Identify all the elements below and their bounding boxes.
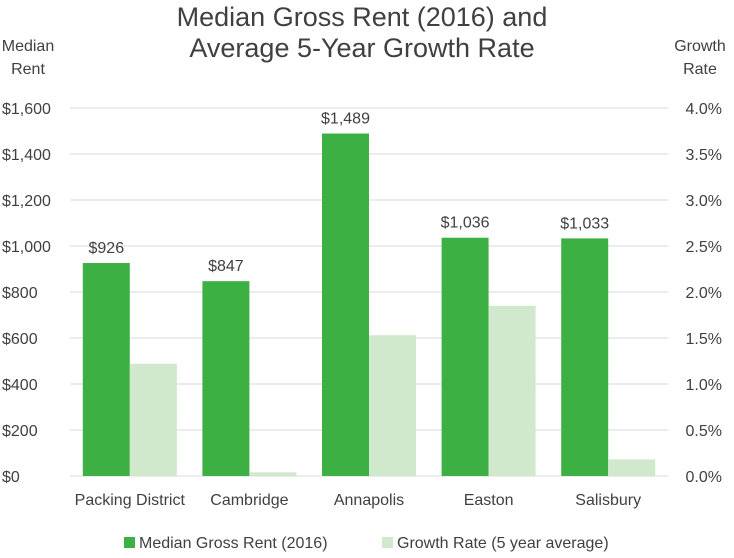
x-tick-label: Packing District [75, 492, 186, 509]
y-left-tick-label: $1,200 [2, 193, 51, 210]
y-right-tick-label: 2.5% [686, 239, 722, 256]
legend: Median Gross Rent (2016) Growth Rate (5 … [124, 535, 609, 552]
x-tick-label: Annapolis [334, 492, 404, 509]
y-right-tick-label: 4.0% [686, 101, 722, 118]
y-left-tick-label: $1,400 [2, 147, 51, 164]
data-label-rent: $1,036 [441, 215, 490, 232]
legend-swatch-growth [382, 537, 393, 548]
y-right-tick-label: 2.0% [686, 285, 722, 302]
chart-title-line-2: Average 5-Year Growth Rate [189, 33, 534, 63]
y-left-tick-label: $400 [2, 377, 38, 394]
data-label-rent: $926 [89, 240, 125, 257]
y-left-tick-label: $1,600 [2, 101, 51, 118]
chart-title-line-1: Median Gross Rent (2016) and [177, 2, 548, 32]
y-right-tick-label: 0.0% [686, 469, 722, 486]
y-left-axis: $0 $200 $400 $600 $800 $1,000 $1,200 $1,400 $1,6… [2, 101, 51, 486]
bar-growth [608, 459, 656, 476]
y-right-tick-label: 3.5% [686, 147, 722, 164]
bar-rent [322, 133, 369, 476]
y-left-tick-label: $600 [2, 331, 38, 348]
data-label-rent: $847 [208, 258, 244, 275]
x-tick-label: Cambridge [210, 492, 288, 509]
legend-label-rent: Median Gross Rent (2016) [139, 535, 328, 552]
y-right-title-line-1: Growth [674, 38, 726, 55]
y-left-tick-label: $0 [2, 469, 20, 486]
legend-label-growth: Growth Rate (5 year average) [397, 535, 609, 552]
y-left-tick-label: $200 [2, 423, 38, 440]
bar-growth [369, 335, 416, 476]
bar-rent [561, 238, 609, 476]
x-tick-label: Salisbury [575, 492, 641, 509]
data-labels: $926 $847 $1,489 $1,036 $1,033 [89, 111, 610, 276]
data-label-rent: $1,489 [321, 111, 370, 128]
y-left-tick-label: $800 [2, 285, 38, 302]
y-right-tick-label: 1.0% [686, 377, 722, 394]
data-label-rent: $1,033 [560, 215, 609, 232]
y-left-title-line-1: Median [2, 38, 54, 55]
x-tick-label: Easton [464, 492, 514, 509]
bar-growth [488, 305, 536, 476]
bar-growth [129, 363, 177, 476]
bar-rent [441, 237, 489, 476]
y-left-tick-label: $1,000 [2, 239, 51, 256]
bars [82, 133, 656, 476]
y-left-title-line-2: Rent [11, 61, 45, 78]
x-axis: Packing District Cambridge Annapolis Easton… [75, 492, 641, 509]
y-right-title-line-2: Rate [683, 61, 717, 78]
y-right-axis: 0.0% 0.5% 1.0% 1.5% 2.0% 2.5% 3.0% 3.5% 4.0% [686, 101, 722, 486]
legend-swatch-rent [124, 537, 135, 548]
bar-growth [249, 472, 297, 476]
y-right-tick-label: 3.0% [686, 193, 722, 210]
bar-rent [82, 263, 130, 476]
y-right-tick-label: 1.5% [686, 331, 722, 348]
y-right-tick-label: 0.5% [686, 423, 722, 440]
bar-rent [202, 281, 250, 476]
